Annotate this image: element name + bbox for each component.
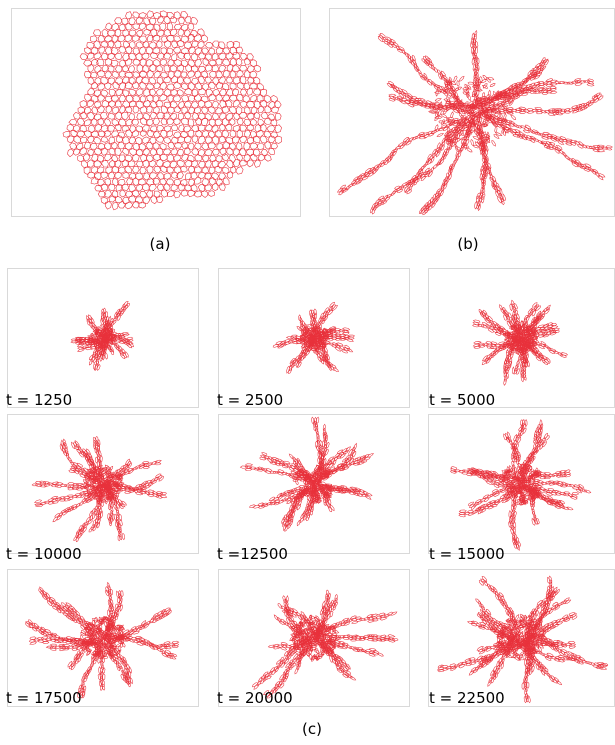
caption-a: (a)	[149, 235, 171, 253]
time-label-4: t = 10000	[6, 545, 82, 563]
panel-c-8-cells	[252, 589, 399, 699]
caption-c: (c)	[302, 720, 322, 738]
time-label-9: t = 22500	[429, 689, 505, 707]
panel-c-3	[428, 268, 615, 408]
panel-c-1	[7, 268, 199, 408]
caption-b: (b)	[457, 235, 479, 253]
panel-c-9-cells	[437, 575, 609, 704]
panel-c-5	[218, 414, 410, 554]
panel-c-8	[218, 569, 410, 707]
panel-c-2-cells	[272, 301, 356, 374]
panel-c-7	[7, 569, 199, 707]
time-label-2: t = 2500	[217, 391, 284, 409]
panel-c-4-cells	[31, 435, 168, 543]
time-label-1: t = 1250	[6, 391, 73, 409]
panel-c-2	[218, 268, 410, 408]
panel-c-6	[428, 414, 615, 554]
time-label-7: t = 17500	[6, 689, 82, 707]
panel-a-cell-cluster	[62, 10, 282, 211]
time-label-8: t = 20000	[217, 689, 293, 707]
panel-c-5-cells	[239, 416, 375, 532]
panel-c-9	[428, 569, 615, 707]
panel-c-6-cells	[449, 418, 592, 551]
time-label-3: t = 5000	[429, 391, 496, 409]
time-label-5: t =12500	[217, 545, 288, 563]
panel-a	[11, 8, 301, 217]
panel-c-3-cells	[472, 299, 569, 386]
panel-b-cell-network	[336, 30, 613, 216]
time-label-6: t = 15000	[429, 545, 505, 563]
panel-c-1-cells	[70, 301, 134, 371]
panel-b	[329, 8, 615, 217]
panel-c-4	[7, 414, 199, 554]
panel-c-7-cells	[25, 581, 180, 699]
